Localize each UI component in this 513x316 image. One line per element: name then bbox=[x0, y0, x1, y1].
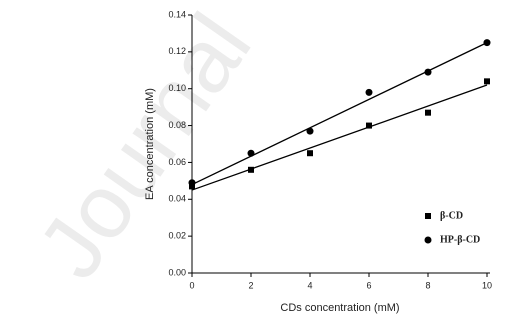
x-tick-label: 2 bbox=[248, 280, 253, 290]
legend-marker bbox=[425, 213, 431, 219]
data-point bbox=[247, 149, 255, 157]
data-point bbox=[307, 150, 313, 157]
y-tick-label: 0.00 bbox=[168, 267, 186, 277]
data-point bbox=[366, 122, 372, 129]
legend-label: HP-β-CD bbox=[440, 234, 480, 245]
x-tick-label: 0 bbox=[189, 280, 194, 290]
fit-line bbox=[191, 84, 488, 191]
y-tick-label: 0.12 bbox=[168, 46, 186, 56]
x-tick-label: 6 bbox=[366, 280, 371, 290]
y-tick-label: 0.10 bbox=[168, 83, 186, 93]
legend-label: β-CD bbox=[440, 210, 463, 221]
data-point bbox=[248, 166, 254, 173]
legend-marker bbox=[424, 236, 432, 244]
data-point bbox=[306, 127, 314, 135]
data-point bbox=[425, 109, 431, 116]
y-tick-label: 0.08 bbox=[168, 120, 186, 130]
data-point bbox=[424, 68, 432, 76]
y-tick-label: 0.02 bbox=[168, 231, 186, 241]
data-point bbox=[189, 183, 195, 190]
fit-line bbox=[191, 42, 488, 186]
y-axis-label: EA concentration (mM) bbox=[144, 88, 156, 200]
data-point bbox=[483, 39, 491, 47]
data-point bbox=[484, 78, 490, 85]
y-tick-label: 0.06 bbox=[168, 157, 186, 167]
x-tick-label: 8 bbox=[425, 280, 430, 290]
data-point bbox=[188, 179, 196, 187]
x-tick-label: 4 bbox=[307, 280, 312, 290]
data-point bbox=[365, 88, 373, 96]
y-tick-label: 0.04 bbox=[168, 194, 186, 204]
x-tick-label: 10 bbox=[482, 280, 492, 290]
y-tick-label: 0.14 bbox=[168, 9, 186, 19]
x-axis-label: CDs concentration (mM) bbox=[280, 302, 399, 314]
